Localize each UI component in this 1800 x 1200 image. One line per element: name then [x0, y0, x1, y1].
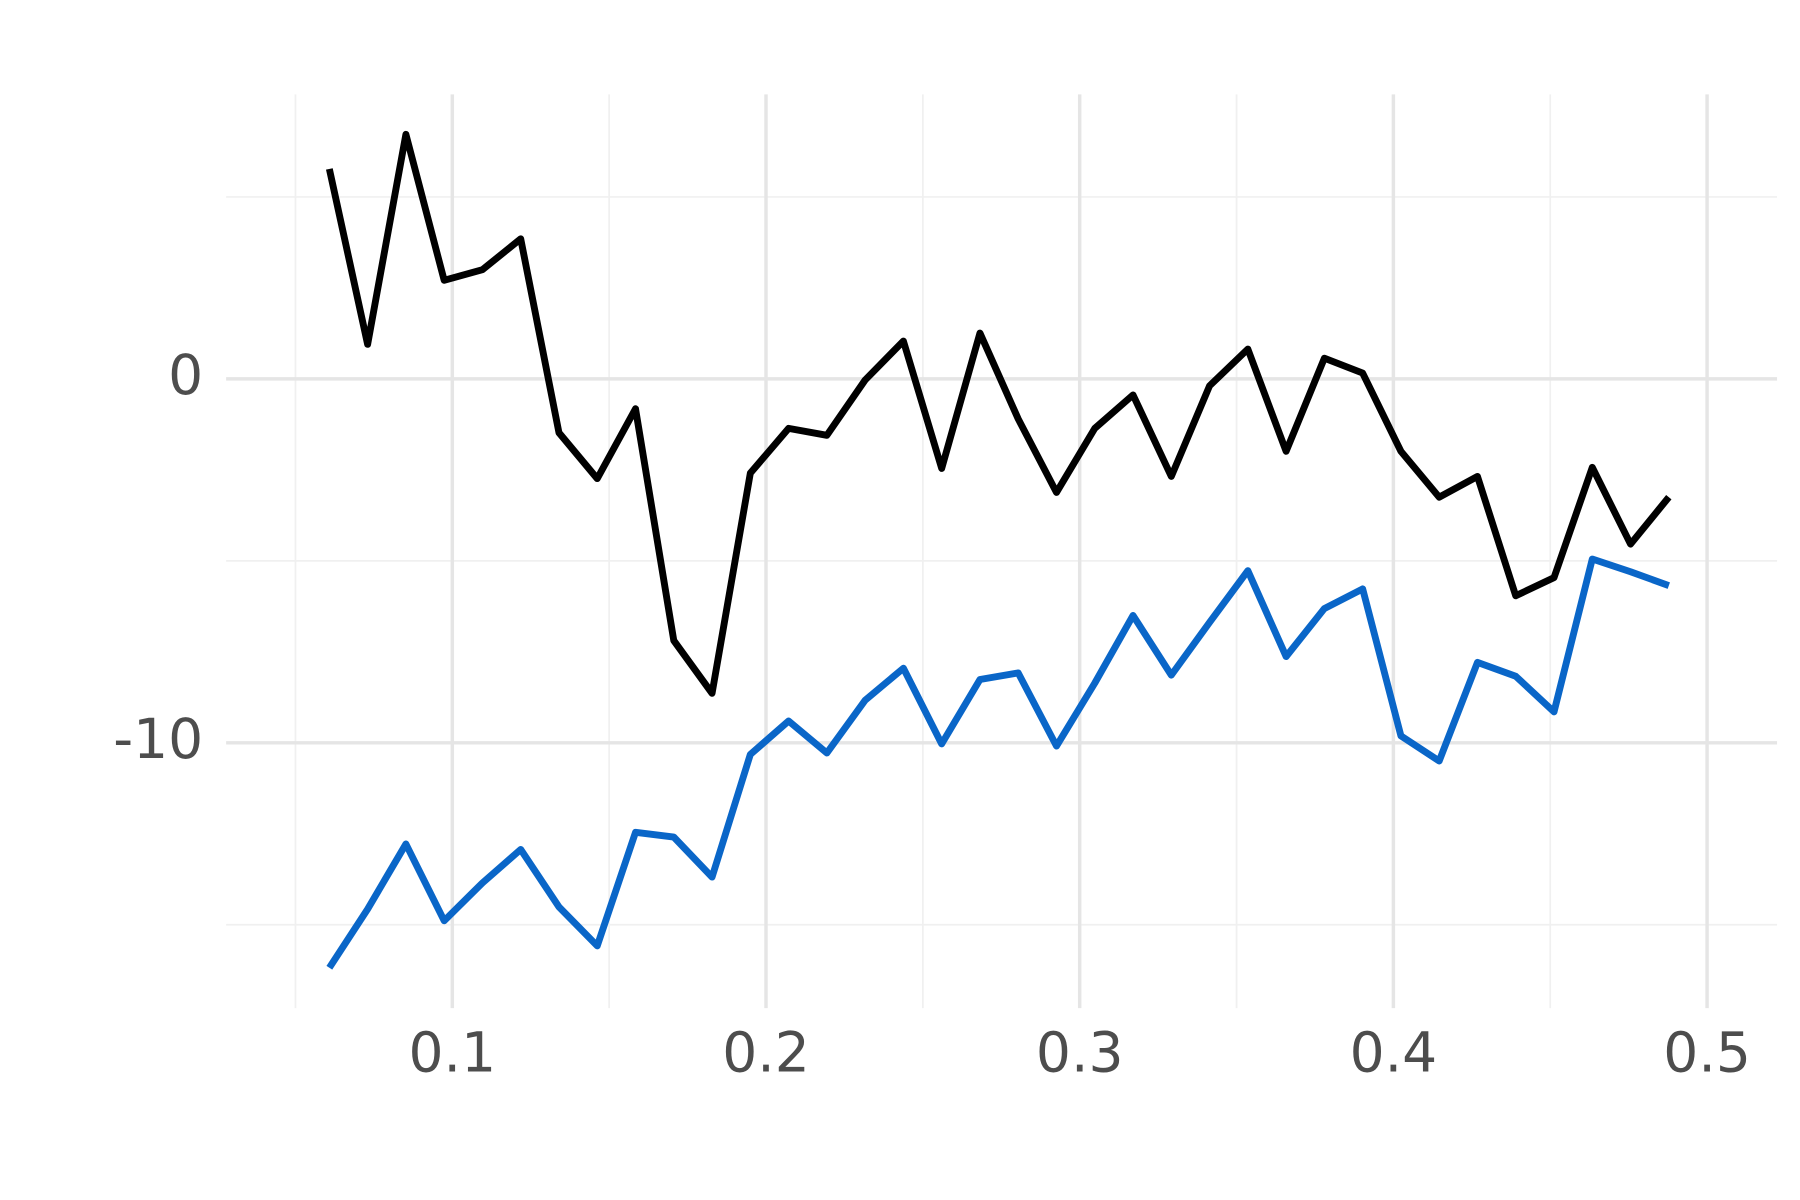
line-series [325, 130, 1672, 697]
line-series [326, 555, 1670, 970]
x-tick-label: 0.2 [722, 1020, 810, 1084]
x-tick-label: 0.1 [409, 1020, 497, 1084]
x-tick-label: 0.4 [1350, 1020, 1438, 1084]
x-tick-label: 0.3 [1036, 1020, 1124, 1084]
y-tick-label: -10 [113, 707, 203, 771]
x-tick-label: 0.5 [1663, 1020, 1751, 1084]
y-tick-label: 0 [168, 343, 203, 407]
